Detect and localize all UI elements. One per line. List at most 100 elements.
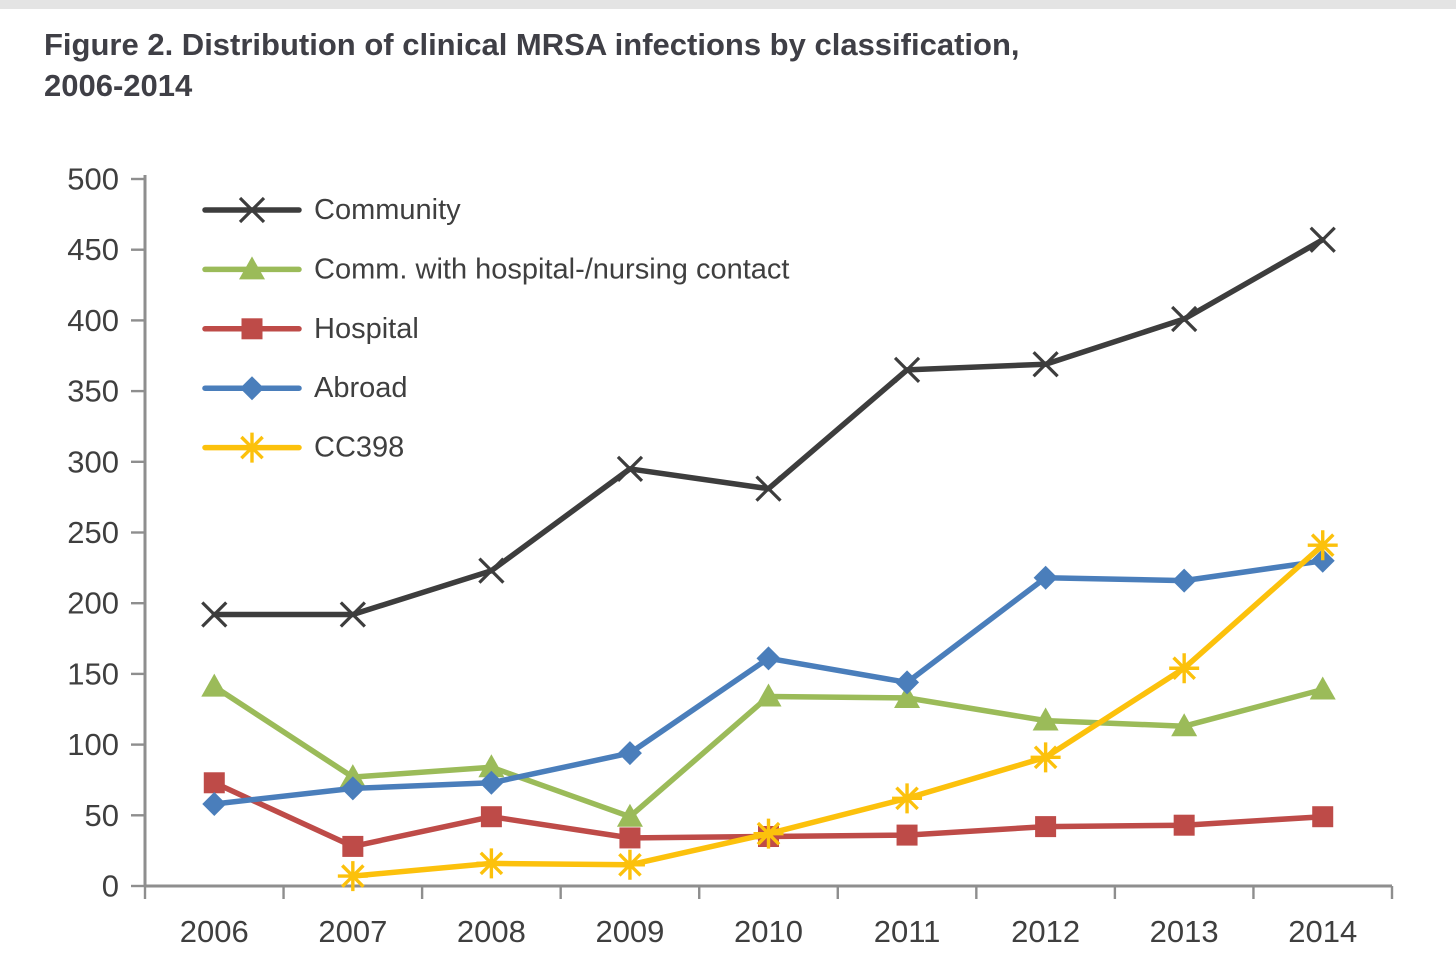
x-axis-tick-label: 2013 bbox=[1150, 914, 1219, 949]
diamond-marker-glyph bbox=[479, 770, 504, 795]
asterisk-marker bbox=[476, 848, 507, 879]
triangle-marker bbox=[894, 684, 921, 708]
legend-label: Abroad bbox=[314, 372, 408, 404]
triangle-marker-glyph bbox=[239, 256, 265, 280]
diamond-marker-glyph bbox=[240, 376, 264, 401]
asterisk-marker-glyph bbox=[476, 848, 507, 879]
square-marker bbox=[619, 827, 641, 849]
diamond-marker-glyph bbox=[617, 741, 642, 766]
x-marker-glyph bbox=[478, 557, 505, 584]
x-axis-tick-label: 2010 bbox=[734, 914, 803, 949]
x-marker-glyph bbox=[201, 601, 228, 628]
y-axis-tick-label: 500 bbox=[67, 162, 119, 197]
square-marker-glyph bbox=[1173, 814, 1195, 836]
triangle-marker bbox=[339, 764, 366, 788]
asterisk-marker-glyph bbox=[1169, 653, 1200, 684]
square-marker bbox=[1173, 814, 1195, 836]
y-axis-tick-label: 400 bbox=[67, 303, 119, 338]
square-marker bbox=[203, 772, 225, 794]
series-line bbox=[211, 237, 1326, 618]
x-marker-glyph bbox=[1032, 351, 1059, 378]
diamond-marker bbox=[895, 670, 920, 695]
asterisk-marker-glyph bbox=[753, 818, 784, 849]
x-marker bbox=[339, 601, 366, 628]
square-marker-glyph bbox=[619, 827, 641, 849]
y-axis-tick-label: 350 bbox=[67, 374, 119, 409]
square-marker bbox=[342, 835, 364, 857]
diamond-marker-glyph bbox=[895, 670, 920, 695]
diamond-marker bbox=[340, 776, 365, 801]
square-marker-glyph bbox=[480, 806, 502, 828]
diamond-marker-glyph bbox=[1310, 548, 1335, 573]
square-marker bbox=[896, 824, 918, 846]
legend-label: Community bbox=[314, 194, 461, 226]
asterisk-marker bbox=[1030, 742, 1061, 773]
triangle-marker bbox=[201, 673, 228, 697]
triangle-marker-glyph bbox=[1032, 707, 1059, 731]
square-marker bbox=[480, 806, 502, 828]
y-axis-tick-label: 200 bbox=[67, 586, 119, 621]
diamond-marker-glyph bbox=[340, 776, 365, 801]
triangle-marker-glyph bbox=[1309, 676, 1336, 700]
legend-item-community: Community bbox=[202, 194, 461, 226]
diamond-marker bbox=[202, 791, 227, 816]
x-marker bbox=[755, 475, 782, 502]
x-marker bbox=[893, 356, 921, 384]
asterisk-marker bbox=[337, 861, 368, 892]
triangle-marker-glyph bbox=[201, 673, 228, 697]
x-marker bbox=[238, 196, 266, 224]
triangle-marker-glyph bbox=[1171, 713, 1198, 737]
x-axis-tick-label: 2014 bbox=[1288, 914, 1357, 949]
legend-label: CC398 bbox=[314, 432, 404, 464]
asterisk-marker-glyph bbox=[237, 432, 267, 463]
square-marker bbox=[1312, 806, 1334, 828]
diamond-marker-glyph bbox=[1172, 568, 1197, 593]
x-marker bbox=[1171, 305, 1198, 333]
triangle-marker bbox=[239, 256, 265, 280]
legend-label: Hospital bbox=[314, 313, 419, 345]
triangle-marker-glyph bbox=[755, 683, 782, 707]
x-marker bbox=[1032, 351, 1059, 378]
triangle-marker bbox=[1309, 676, 1336, 700]
square-marker bbox=[1035, 816, 1057, 838]
square-marker-glyph bbox=[342, 835, 364, 857]
y-axis-tick-label: 300 bbox=[67, 444, 119, 479]
top-border-strip bbox=[0, 0, 1456, 9]
asterisk-marker bbox=[614, 849, 645, 880]
legend-item-comm-with-hospital-nursing-contact: Comm. with hospital-/nursing contact bbox=[202, 253, 789, 285]
triangle-marker-glyph bbox=[339, 764, 366, 788]
x-marker-glyph bbox=[238, 196, 266, 224]
triangle-marker-glyph bbox=[894, 684, 921, 708]
series-comm-with-hospital-nursing-contact bbox=[201, 673, 1336, 827]
legend-item-abroad: Abroad bbox=[202, 372, 408, 404]
y-axis-tick-label: 150 bbox=[67, 656, 119, 691]
diamond-marker bbox=[1172, 568, 1197, 593]
legend: Community Comm. with hospital-/nursing co… bbox=[202, 194, 789, 464]
diamond-marker-glyph bbox=[202, 791, 227, 816]
x-marker-glyph bbox=[893, 356, 921, 384]
y-axis-tick-label: 450 bbox=[67, 232, 119, 267]
diamond-marker bbox=[1310, 548, 1335, 573]
y-axis-tick-label: 50 bbox=[85, 798, 119, 833]
series-abroad bbox=[202, 548, 1335, 816]
square-marker-glyph bbox=[1035, 816, 1057, 838]
asterisk-marker-glyph bbox=[1307, 530, 1338, 561]
diamond-marker bbox=[756, 646, 781, 671]
legend-label: Comm. with hospital-/nursing contact bbox=[314, 253, 789, 285]
square-marker-glyph bbox=[203, 772, 225, 794]
y-axis-tick-label: 100 bbox=[67, 727, 119, 762]
square-marker-glyph bbox=[1312, 806, 1334, 828]
triangle-marker bbox=[478, 754, 505, 778]
square-marker-glyph bbox=[896, 824, 918, 846]
x-axis-tick-label: 2008 bbox=[457, 914, 526, 949]
x-marker-glyph bbox=[616, 455, 644, 483]
square-marker bbox=[241, 318, 263, 340]
asterisk-marker-glyph bbox=[1030, 742, 1061, 773]
asterisk-marker bbox=[1169, 653, 1200, 684]
square-marker-glyph bbox=[241, 318, 263, 340]
diamond-marker-glyph bbox=[1033, 565, 1058, 590]
x-axis-tick-label: 2009 bbox=[595, 914, 664, 949]
x-marker-glyph bbox=[1309, 226, 1336, 253]
asterisk-marker-glyph bbox=[337, 861, 368, 892]
y-axis-tick-label: 0 bbox=[102, 869, 119, 904]
